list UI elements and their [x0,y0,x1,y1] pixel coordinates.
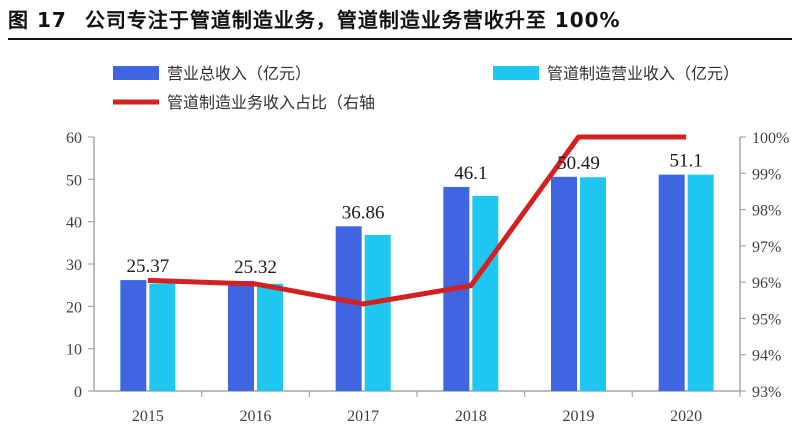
x-tick-label: 2019 [563,408,595,425]
bar-pipe-revenue [364,234,391,391]
bar-total-revenue [335,226,362,391]
data-label: 46.1 [454,163,487,184]
title-rule [8,38,792,40]
data-label: 25.32 [234,257,277,278]
figure-label: 图 [8,8,29,32]
right-tick-label: 94% [752,348,781,365]
legend-swatch-total-revenue [113,66,159,80]
right-tick-label: 96% [752,275,781,292]
right-tick-label: 95% [752,311,781,328]
axes: 0 10 20 30 40 50 60 93% 94% 95% 96% 97% 98% 99% 100% 20… [66,130,789,425]
bar-pipe-revenue [472,195,499,391]
bar-total-revenue [551,176,577,391]
bar-total-revenue [228,280,254,391]
x-tick-label: 2016 [240,408,272,425]
bars [120,174,714,391]
left-tick-label: 0 [74,384,82,401]
x-tick-label: 2017 [347,408,379,425]
data-labels: 25.37 25.32 36.86 46.1 50.49 51.1 [126,151,702,278]
data-label: 50.49 [557,153,600,174]
share-line [147,134,687,307]
data-label: 25.37 [126,256,169,277]
right-tick-label: 97% [752,239,781,256]
data-label: 51.1 [670,151,703,172]
bar-pipe-revenue [580,177,606,391]
figure-number: 17 [37,8,67,32]
left-tick-label: 30 [66,257,82,274]
bar-pipe-revenue [687,174,714,391]
left-tick-label: 50 [66,172,82,189]
x-tick-label: 2018 [455,408,487,425]
left-tick-label: 40 [66,215,82,232]
bar-pipe-revenue [149,283,176,391]
left-tick-label: 60 [66,130,82,147]
legend: 营业总收入（亿元） 管道制造营业收入（亿元） 管道制造业务收入占比（右轴 [113,64,739,112]
legend-label-pipe-revenue: 管道制造营业收入（亿元） [547,64,739,83]
bar-total-revenue [658,174,685,391]
right-tick-label: 93% [752,384,781,401]
bar-pipe-revenue [257,283,283,391]
legend-label-pipe-share: 管道制造业务收入占比（右轴 [167,93,375,112]
figure-caption: 公司专注于管道制造业务，管道制造业务营收升至 100% [84,8,621,32]
left-tick-label: 20 [66,299,82,316]
right-tick-label: 99% [752,166,781,183]
data-label: 36.86 [342,202,385,223]
left-tick-label: 10 [66,342,82,359]
share-line-path [147,134,687,307]
figure-title: 图 17 公司专注于管道制造业务，管道制造业务营收升至 100% [8,4,792,36]
bar-total-revenue [120,280,147,391]
right-tick-label: 100% [752,130,789,147]
legend-swatch-pipe-revenue [493,66,539,80]
x-tick-label: 2020 [670,408,702,425]
legend-label-total-revenue: 营业总收入（亿元） [167,64,311,83]
x-tick-label: 2015 [132,408,164,425]
right-tick-label: 98% [752,203,781,220]
